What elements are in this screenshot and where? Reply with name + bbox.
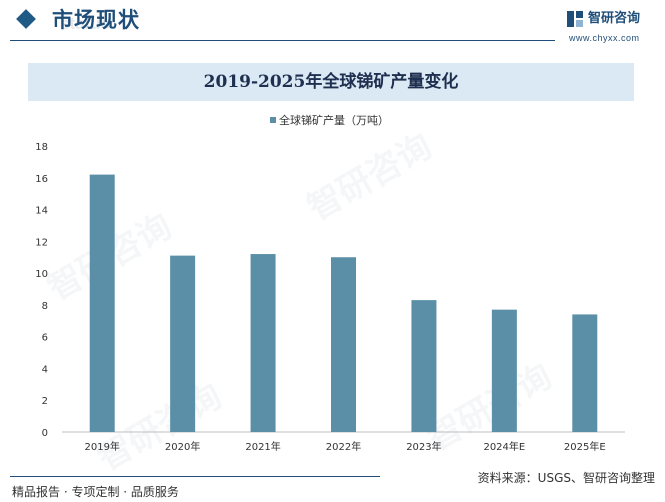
y-tick-label: 16: [35, 174, 48, 185]
legend-label: 全球锑矿产量（万吨）: [279, 114, 389, 127]
diamond-icon: [16, 9, 36, 29]
bar: [572, 314, 598, 432]
y-tick-label: 6: [42, 333, 48, 344]
x-tick-label: 2022年: [326, 440, 361, 453]
y-tick-label: 8: [42, 301, 48, 312]
footer-slogan: 精品报告 · 专项定制 · 品质服务: [12, 485, 179, 499]
y-tick-label: 14: [35, 206, 48, 217]
y-tick-label: 18: [35, 142, 48, 153]
bar: [331, 257, 356, 432]
x-tick-label: 2023年: [406, 440, 441, 453]
header-divider: [10, 40, 555, 41]
brand-url: www.chyxx.com: [569, 33, 640, 43]
bar: [89, 174, 115, 432]
x-tick-label: 2021年: [245, 440, 280, 453]
y-tick-label: 4: [42, 364, 48, 375]
legend-swatch: [270, 117, 276, 123]
bar: [170, 255, 196, 432]
bar: [491, 309, 517, 432]
y-tick-label: 10: [35, 269, 48, 280]
section-title-background: status: [60, 14, 111, 33]
y-tick-label: 2: [42, 396, 48, 407]
chart-title-bar: 2019-2025年全球锑矿产量变化: [28, 63, 634, 101]
bar: [411, 300, 437, 432]
x-tick-label: 2024年E: [483, 440, 525, 453]
brand-logo-icon: [567, 11, 583, 27]
y-tick-label: 0: [42, 428, 48, 439]
bar-chart: 0 2 4 6 8 10 12 14 16 18 2019年 2020年 2021年 2022年 2023年…: [35, 142, 625, 453]
x-tick-label: 2019年: [84, 440, 119, 453]
brand-logo: 智研咨询 www.chyxx.com: [566, 8, 661, 44]
chart-legend: 全球锑矿产量（万吨）: [270, 112, 389, 128]
x-tick-label: 2020年: [165, 440, 200, 453]
brand-name: 智研咨询: [588, 11, 641, 26]
header: status 市场现状 智研咨询 www.chyxx.com: [0, 0, 665, 44]
y-tick-label: 12: [35, 237, 48, 248]
chart-title: 2019-2025年全球锑矿产量变化: [203, 72, 459, 92]
section-title: 市场现状: [52, 8, 140, 32]
footer-divider: [10, 476, 380, 477]
data-source: 资料来源：USGS、智研咨询整理: [477, 471, 655, 485]
bar: [250, 254, 276, 432]
x-tick-label: 2025年E: [564, 440, 606, 453]
